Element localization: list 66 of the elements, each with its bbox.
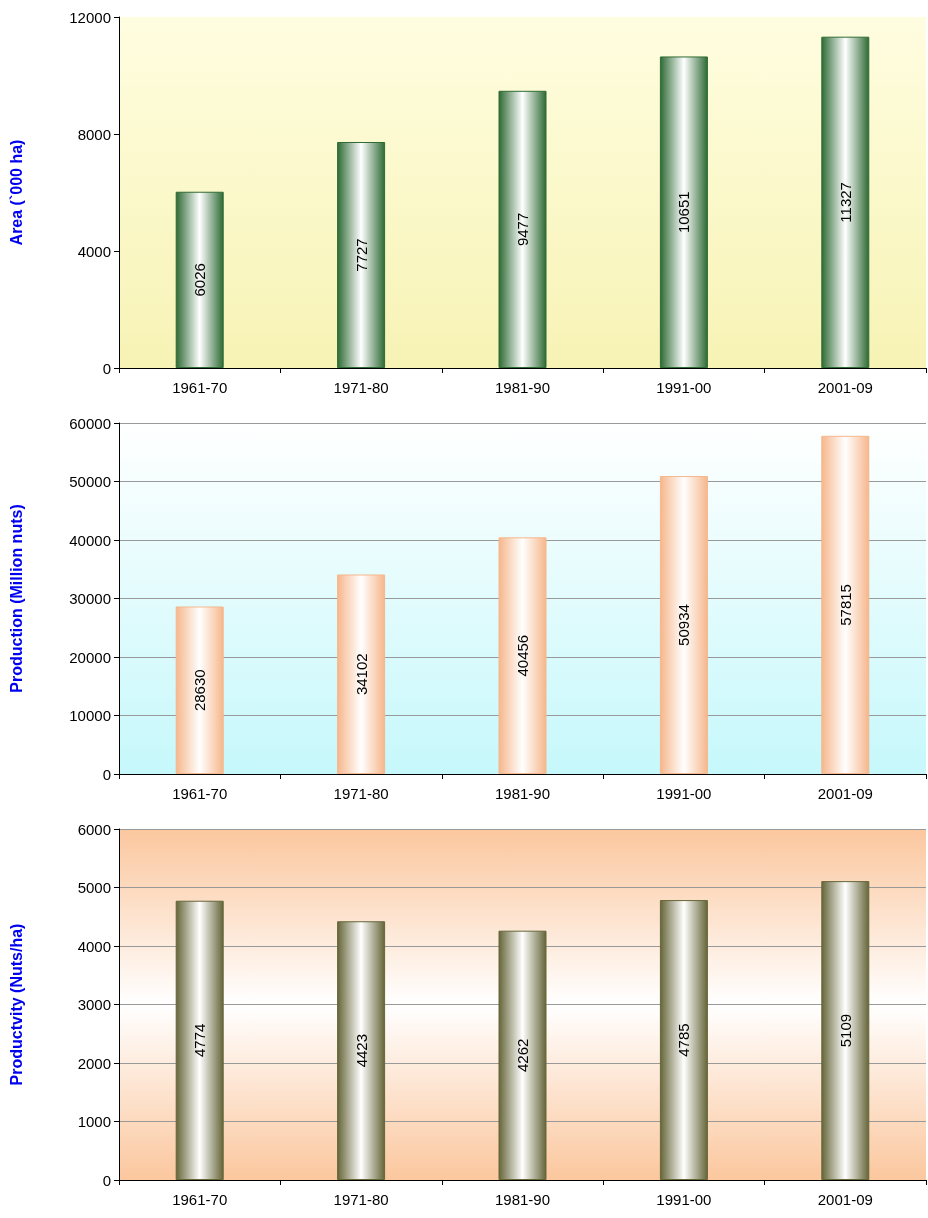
- y-tick-label: 12000: [69, 8, 111, 26]
- x-tick-label: 1981-90: [494, 379, 551, 396]
- bar: [498, 90, 547, 368]
- y-tick-label: 1000: [77, 1113, 111, 1130]
- bar: [337, 574, 386, 774]
- y-tick-label: 2000: [77, 1054, 111, 1072]
- y-tick-label: 10000: [69, 707, 111, 724]
- bar: [337, 921, 386, 1180]
- x-tick-label: 1981-90: [494, 785, 551, 802]
- x-tick-label: 1971-80: [333, 785, 389, 802]
- y-tick-label: 20000: [69, 648, 111, 666]
- bar: [175, 900, 224, 1180]
- x-tick-label: 1981-90: [494, 1191, 551, 1208]
- bar: [659, 476, 708, 774]
- y-axis-title: Productvity (Nuts/ha): [7, 923, 25, 1086]
- y-tick-label: 6000: [77, 820, 111, 838]
- x-tick-label: 1991-00: [656, 1191, 712, 1208]
- data-label: 10651: [675, 191, 693, 234]
- y-tick-label: 5000: [77, 879, 111, 896]
- data-label: 57815: [836, 584, 854, 626]
- y-tick-label: 40000: [69, 531, 111, 549]
- y-axis-title: Production (Million nuts): [7, 504, 25, 693]
- data-label: 9477: [514, 212, 531, 247]
- bar: [175, 191, 224, 368]
- data-label: 4774: [191, 1023, 209, 1058]
- x-tick-label: 1991-00: [656, 785, 712, 802]
- bar: [821, 36, 870, 368]
- data-label: 11327: [836, 182, 854, 223]
- y-tick-label: 0: [102, 359, 111, 377]
- y-tick-label: 30000: [69, 590, 111, 607]
- data-label: 50934: [675, 604, 693, 646]
- y-tick-label: 0: [102, 765, 111, 783]
- bar: [659, 56, 708, 368]
- data-label: 4785: [675, 1023, 693, 1057]
- data-label: 4423: [352, 1033, 370, 1068]
- data-label: 5109: [836, 1013, 854, 1048]
- bar: [175, 606, 224, 774]
- x-tick-label: 1961-70: [172, 1191, 228, 1208]
- data-label: 6026: [191, 263, 209, 297]
- y-tick-label: 4000: [77, 937, 111, 955]
- x-tick-label: 1971-80: [333, 1191, 389, 1208]
- y-tick-label: 8000: [77, 125, 111, 143]
- x-tick-label: 2001-09: [817, 1191, 873, 1208]
- bar: [821, 435, 870, 774]
- data-label: 40456: [514, 634, 531, 677]
- data-label: 28630: [191, 669, 209, 712]
- x-tick-label: 1971-80: [333, 379, 389, 396]
- y-tick-label: 3000: [77, 996, 111, 1013]
- data-label: 34102: [352, 653, 370, 696]
- data-label: 7727: [352, 238, 370, 272]
- bar: [337, 141, 386, 368]
- x-tick-label: 1991-00: [656, 379, 712, 396]
- x-tick-label: 1961-70: [172, 785, 228, 802]
- y-tick-label: 60000: [69, 414, 111, 432]
- bar: [659, 900, 708, 1180]
- x-tick-label: 2001-09: [817, 785, 873, 802]
- y-axis-title: Area (`000 ha): [7, 139, 25, 246]
- bar: [821, 881, 870, 1180]
- x-tick-label: 1961-70: [172, 379, 228, 396]
- x-tick-label: 2001-09: [817, 379, 873, 396]
- data-label: 4262: [514, 1038, 531, 1073]
- bar: [498, 930, 547, 1180]
- y-tick-label: 50000: [69, 473, 111, 490]
- y-tick-label: 4000: [77, 242, 111, 260]
- y-tick-label: 0: [102, 1171, 111, 1189]
- bar: [498, 537, 547, 774]
